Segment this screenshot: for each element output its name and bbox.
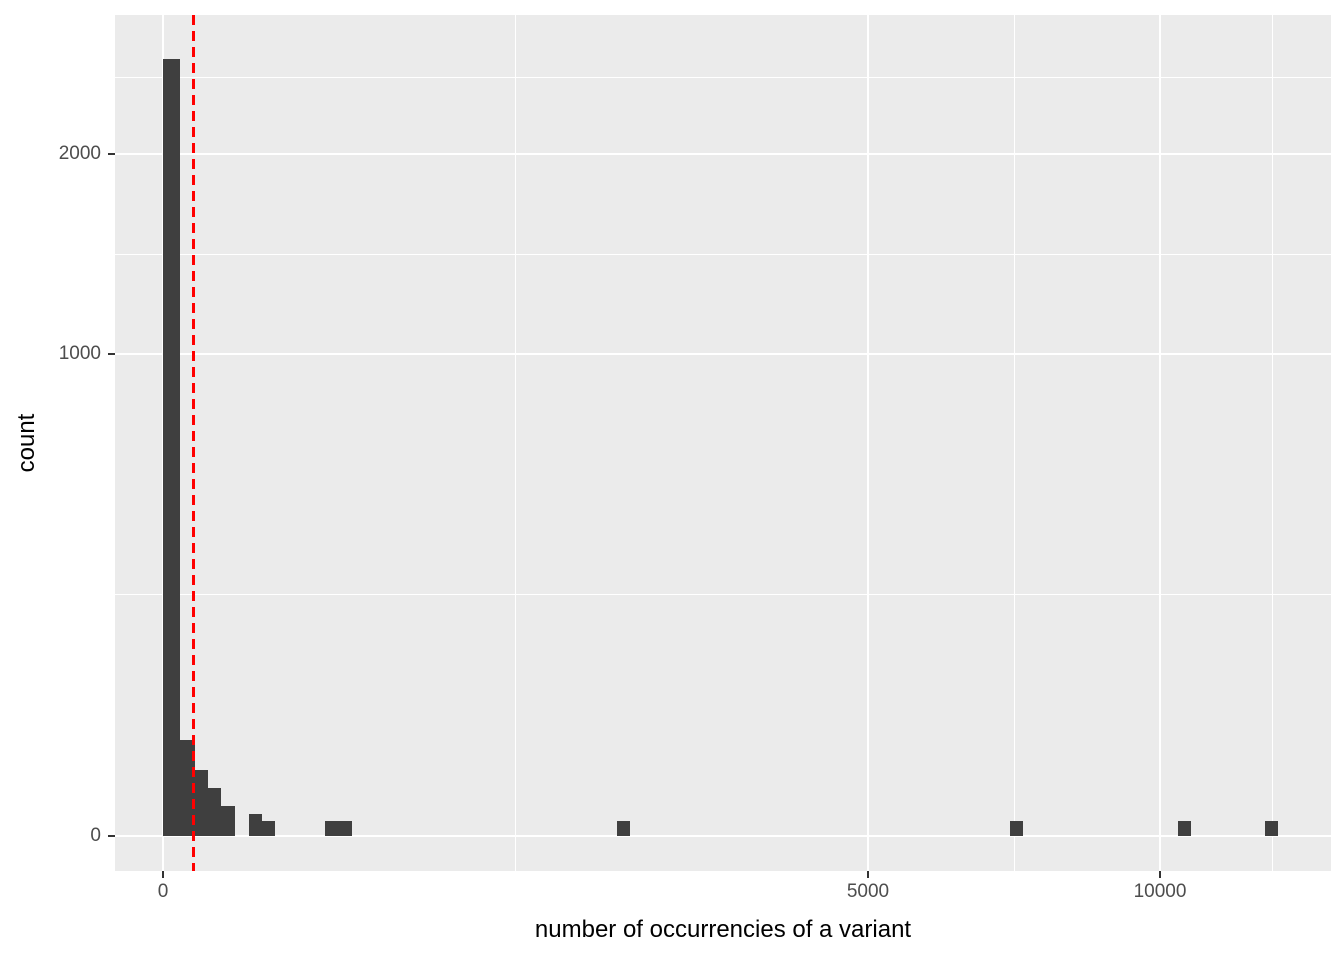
histogram-bar	[1264, 820, 1278, 836]
y-major-gridline	[115, 352, 1331, 355]
histogram-bar	[207, 787, 222, 836]
x-tick-label: 0	[157, 881, 169, 902]
x-tick-mark	[866, 871, 869, 878]
histogram-bar	[262, 820, 276, 836]
reference-vline	[192, 15, 196, 871]
x-axis-title: number of occurrencies of a variant	[534, 916, 912, 943]
y-minor-gridline	[115, 594, 1331, 596]
y-tick-mark	[108, 352, 115, 355]
plot-panel	[115, 15, 1331, 871]
y-minor-gridline	[115, 77, 1331, 79]
y-axis-title: count	[13, 413, 40, 473]
y-tick-label: 2000	[58, 143, 101, 165]
histogram-bar	[248, 814, 263, 836]
y-tick-label: 1000	[58, 342, 101, 364]
histogram-bar	[163, 58, 181, 836]
x-tick-label: 5000	[846, 881, 890, 902]
histogram-bar	[180, 739, 195, 836]
y-minor-gridline	[115, 253, 1331, 255]
y-tick-mark	[108, 153, 115, 156]
x-minor-gridline	[1271, 15, 1273, 871]
histogram-bar	[194, 769, 208, 836]
y-major-gridline	[115, 835, 1331, 837]
x-major-gridline	[1159, 15, 1161, 871]
histogram-bar	[1177, 820, 1191, 836]
x-tick-mark	[162, 871, 164, 878]
histogram-bar	[324, 820, 352, 836]
histogram-bar	[617, 820, 630, 836]
x-tick-label: 10000	[1133, 881, 1187, 902]
y-tick-label: 0	[90, 825, 101, 846]
x-major-gridline	[866, 15, 869, 871]
x-tick-mark	[1159, 871, 1161, 878]
y-tick-mark	[108, 835, 115, 837]
x-minor-gridline	[1013, 15, 1015, 871]
histogram-bar	[221, 805, 235, 836]
histogram-bar	[1010, 820, 1024, 836]
y-major-gridline	[115, 153, 1331, 156]
x-minor-gridline	[514, 15, 516, 871]
